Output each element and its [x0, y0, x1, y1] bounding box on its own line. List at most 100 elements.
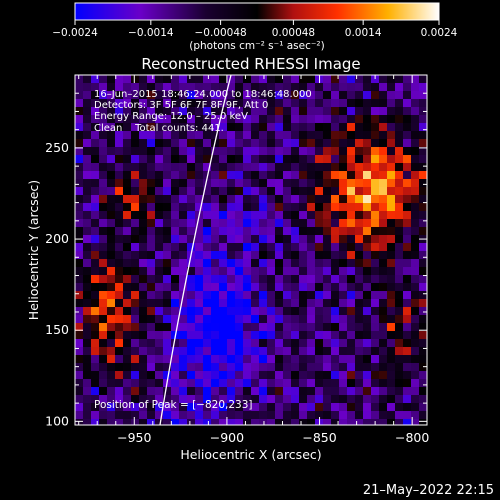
- heatmap-pixel: [323, 371, 332, 380]
- heatmap-pixel: [99, 275, 108, 284]
- heatmap-pixel: [171, 179, 180, 188]
- heatmap-pixel: [75, 163, 84, 172]
- heatmap-pixel: [203, 195, 212, 204]
- heatmap-pixel: [107, 147, 116, 156]
- heatmap-pixel: [91, 195, 100, 204]
- heatmap-pixel: [243, 203, 252, 212]
- heatmap-pixel: [411, 379, 420, 388]
- heatmap-pixel: [115, 187, 124, 196]
- heatmap-pixel: [171, 187, 180, 196]
- heatmap-pixel: [251, 331, 260, 340]
- heatmap-pixel: [419, 355, 427, 364]
- heatmap-pixel: [203, 379, 212, 388]
- heatmap-pixel: [275, 267, 284, 276]
- heatmap-pixel: [115, 107, 124, 116]
- heatmap-pixel: [363, 323, 372, 332]
- heatmap-pixel: [379, 219, 388, 228]
- heatmap-pixel: [131, 123, 140, 132]
- heatmap-pixel: [299, 283, 308, 292]
- heatmap-pixel: [235, 227, 244, 236]
- heatmap-pixel: [187, 371, 196, 380]
- heatmap-pixel: [355, 299, 364, 308]
- heatmap-pixel: [387, 291, 396, 300]
- heatmap-pixel: [163, 395, 172, 404]
- heatmap-pixel: [179, 339, 188, 348]
- heatmap-pixel: [123, 307, 132, 316]
- heatmap-pixel: [323, 155, 332, 164]
- heatmap-pixel: [195, 107, 204, 116]
- heatmap-pixel: [155, 203, 164, 212]
- heatmap-pixel: [203, 243, 212, 252]
- heatmap-pixel: [179, 107, 188, 116]
- heatmap-pixel: [211, 163, 220, 172]
- heatmap-pixel: [171, 219, 180, 228]
- heatmap-pixel: [419, 363, 427, 372]
- heatmap-pixel: [307, 355, 316, 364]
- heatmap-pixel: [123, 379, 132, 388]
- heatmap-pixel: [107, 403, 116, 412]
- x-tick-label: −850: [302, 430, 336, 445]
- heatmap-pixel: [403, 379, 412, 388]
- heatmap-pixel: [139, 171, 148, 180]
- heatmap-pixel: [307, 99, 316, 108]
- heatmap-pixel: [419, 275, 427, 284]
- heatmap-pixel: [315, 123, 324, 132]
- heatmap-pixel: [131, 395, 140, 404]
- heatmap-pixel: [203, 107, 212, 116]
- heatmap-pixel: [387, 387, 396, 396]
- heatmap-pixel: [411, 155, 420, 164]
- heatmap-pixel: [363, 195, 372, 204]
- heatmap-pixel: [171, 299, 180, 308]
- heatmap-pixel: [243, 403, 252, 412]
- heatmap-pixel: [251, 395, 260, 404]
- heatmap-pixel: [203, 347, 212, 356]
- heatmap-pixel: [139, 307, 148, 316]
- heatmap-pixel: [403, 315, 412, 324]
- heatmap-pixel: [123, 355, 132, 364]
- heatmap-pixel: [107, 331, 116, 340]
- heatmap-pixel: [91, 363, 100, 372]
- heatmap-pixel: [91, 187, 100, 196]
- heatmap-pixel: [371, 411, 380, 420]
- heatmap-pixel: [371, 123, 380, 132]
- heatmap-pixel: [347, 99, 356, 108]
- heatmap-pixel: [387, 371, 396, 380]
- heatmap-pixel: [147, 155, 156, 164]
- heatmap-pixel: [243, 195, 252, 204]
- heatmap-pixel: [339, 235, 348, 244]
- heatmap-pixel: [299, 251, 308, 260]
- heatmap-pixel: [267, 283, 276, 292]
- heatmap-pixel: [243, 371, 252, 380]
- heatmap-pixel: [155, 235, 164, 244]
- heatmap-pixel: [131, 235, 140, 244]
- heatmap-pixel: [139, 203, 148, 212]
- heatmap-pixel: [323, 331, 332, 340]
- y-tick-label: 100: [45, 413, 69, 428]
- heatmap-pixel: [99, 363, 108, 372]
- heatmap-pixel: [339, 227, 348, 236]
- heatmap-pixel: [219, 363, 228, 372]
- heatmap-pixel: [83, 251, 92, 260]
- heatmap-pixel: [347, 395, 356, 404]
- heatmap-pixel: [155, 315, 164, 324]
- heatmap-pixel: [323, 315, 332, 324]
- heatmap-pixel: [307, 195, 316, 204]
- heatmap-pixel: [235, 347, 244, 356]
- heatmap-pixel: [403, 347, 412, 356]
- heatmap-pixel: [123, 187, 132, 196]
- heatmap-pixel: [323, 411, 332, 420]
- heatmap-pixel: [243, 163, 252, 172]
- heatmap-pixel: [203, 99, 212, 108]
- heatmap-pixel: [299, 323, 308, 332]
- heatmap-pixel: [339, 147, 348, 156]
- heatmap-pixel: [291, 187, 300, 196]
- heatmap-pixel: [379, 243, 388, 252]
- heatmap-pixel: [283, 411, 292, 420]
- heatmap-pixel: [131, 171, 140, 180]
- heatmap-pixel: [227, 203, 236, 212]
- heatmap-pixel: [227, 211, 236, 220]
- heatmap-pixel: [115, 139, 124, 148]
- heatmap-pixel: [315, 171, 324, 180]
- heatmap-pixel: [235, 331, 244, 340]
- heatmap-pixel: [147, 203, 156, 212]
